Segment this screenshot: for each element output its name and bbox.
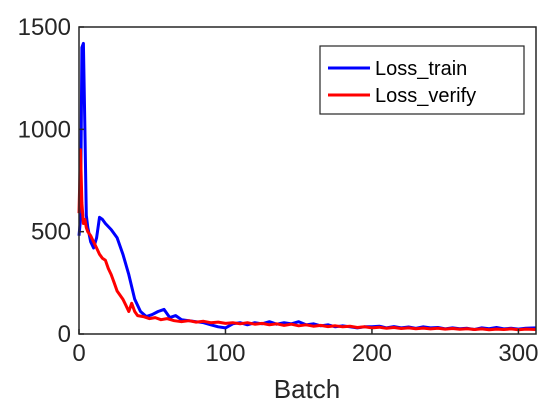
tick-layer: 0 100 200 300 0 500 1000 1500 [18,14,539,367]
legend-box [319,45,525,115]
x-tick-label: 100 [205,340,245,367]
plot-frame [78,26,537,335]
x-tick-label: 0 [72,340,85,367]
legend-label: Loss_verify [375,85,476,107]
y-tick-label: 1000 [18,116,71,143]
y-tick-label: 0 [58,321,71,348]
legend-label: Loss_train [375,58,467,80]
y-tick-label: 1500 [18,14,71,41]
x-axis-title: Batch [274,374,341,404]
series-layer [77,41,537,332]
legend: Loss_train Loss_verify [319,45,525,115]
y-tick-label: 500 [31,219,71,246]
series-line-loss-verify [77,148,537,332]
x-tick-label: 200 [352,340,392,367]
x-tick-label: 300 [498,340,538,367]
